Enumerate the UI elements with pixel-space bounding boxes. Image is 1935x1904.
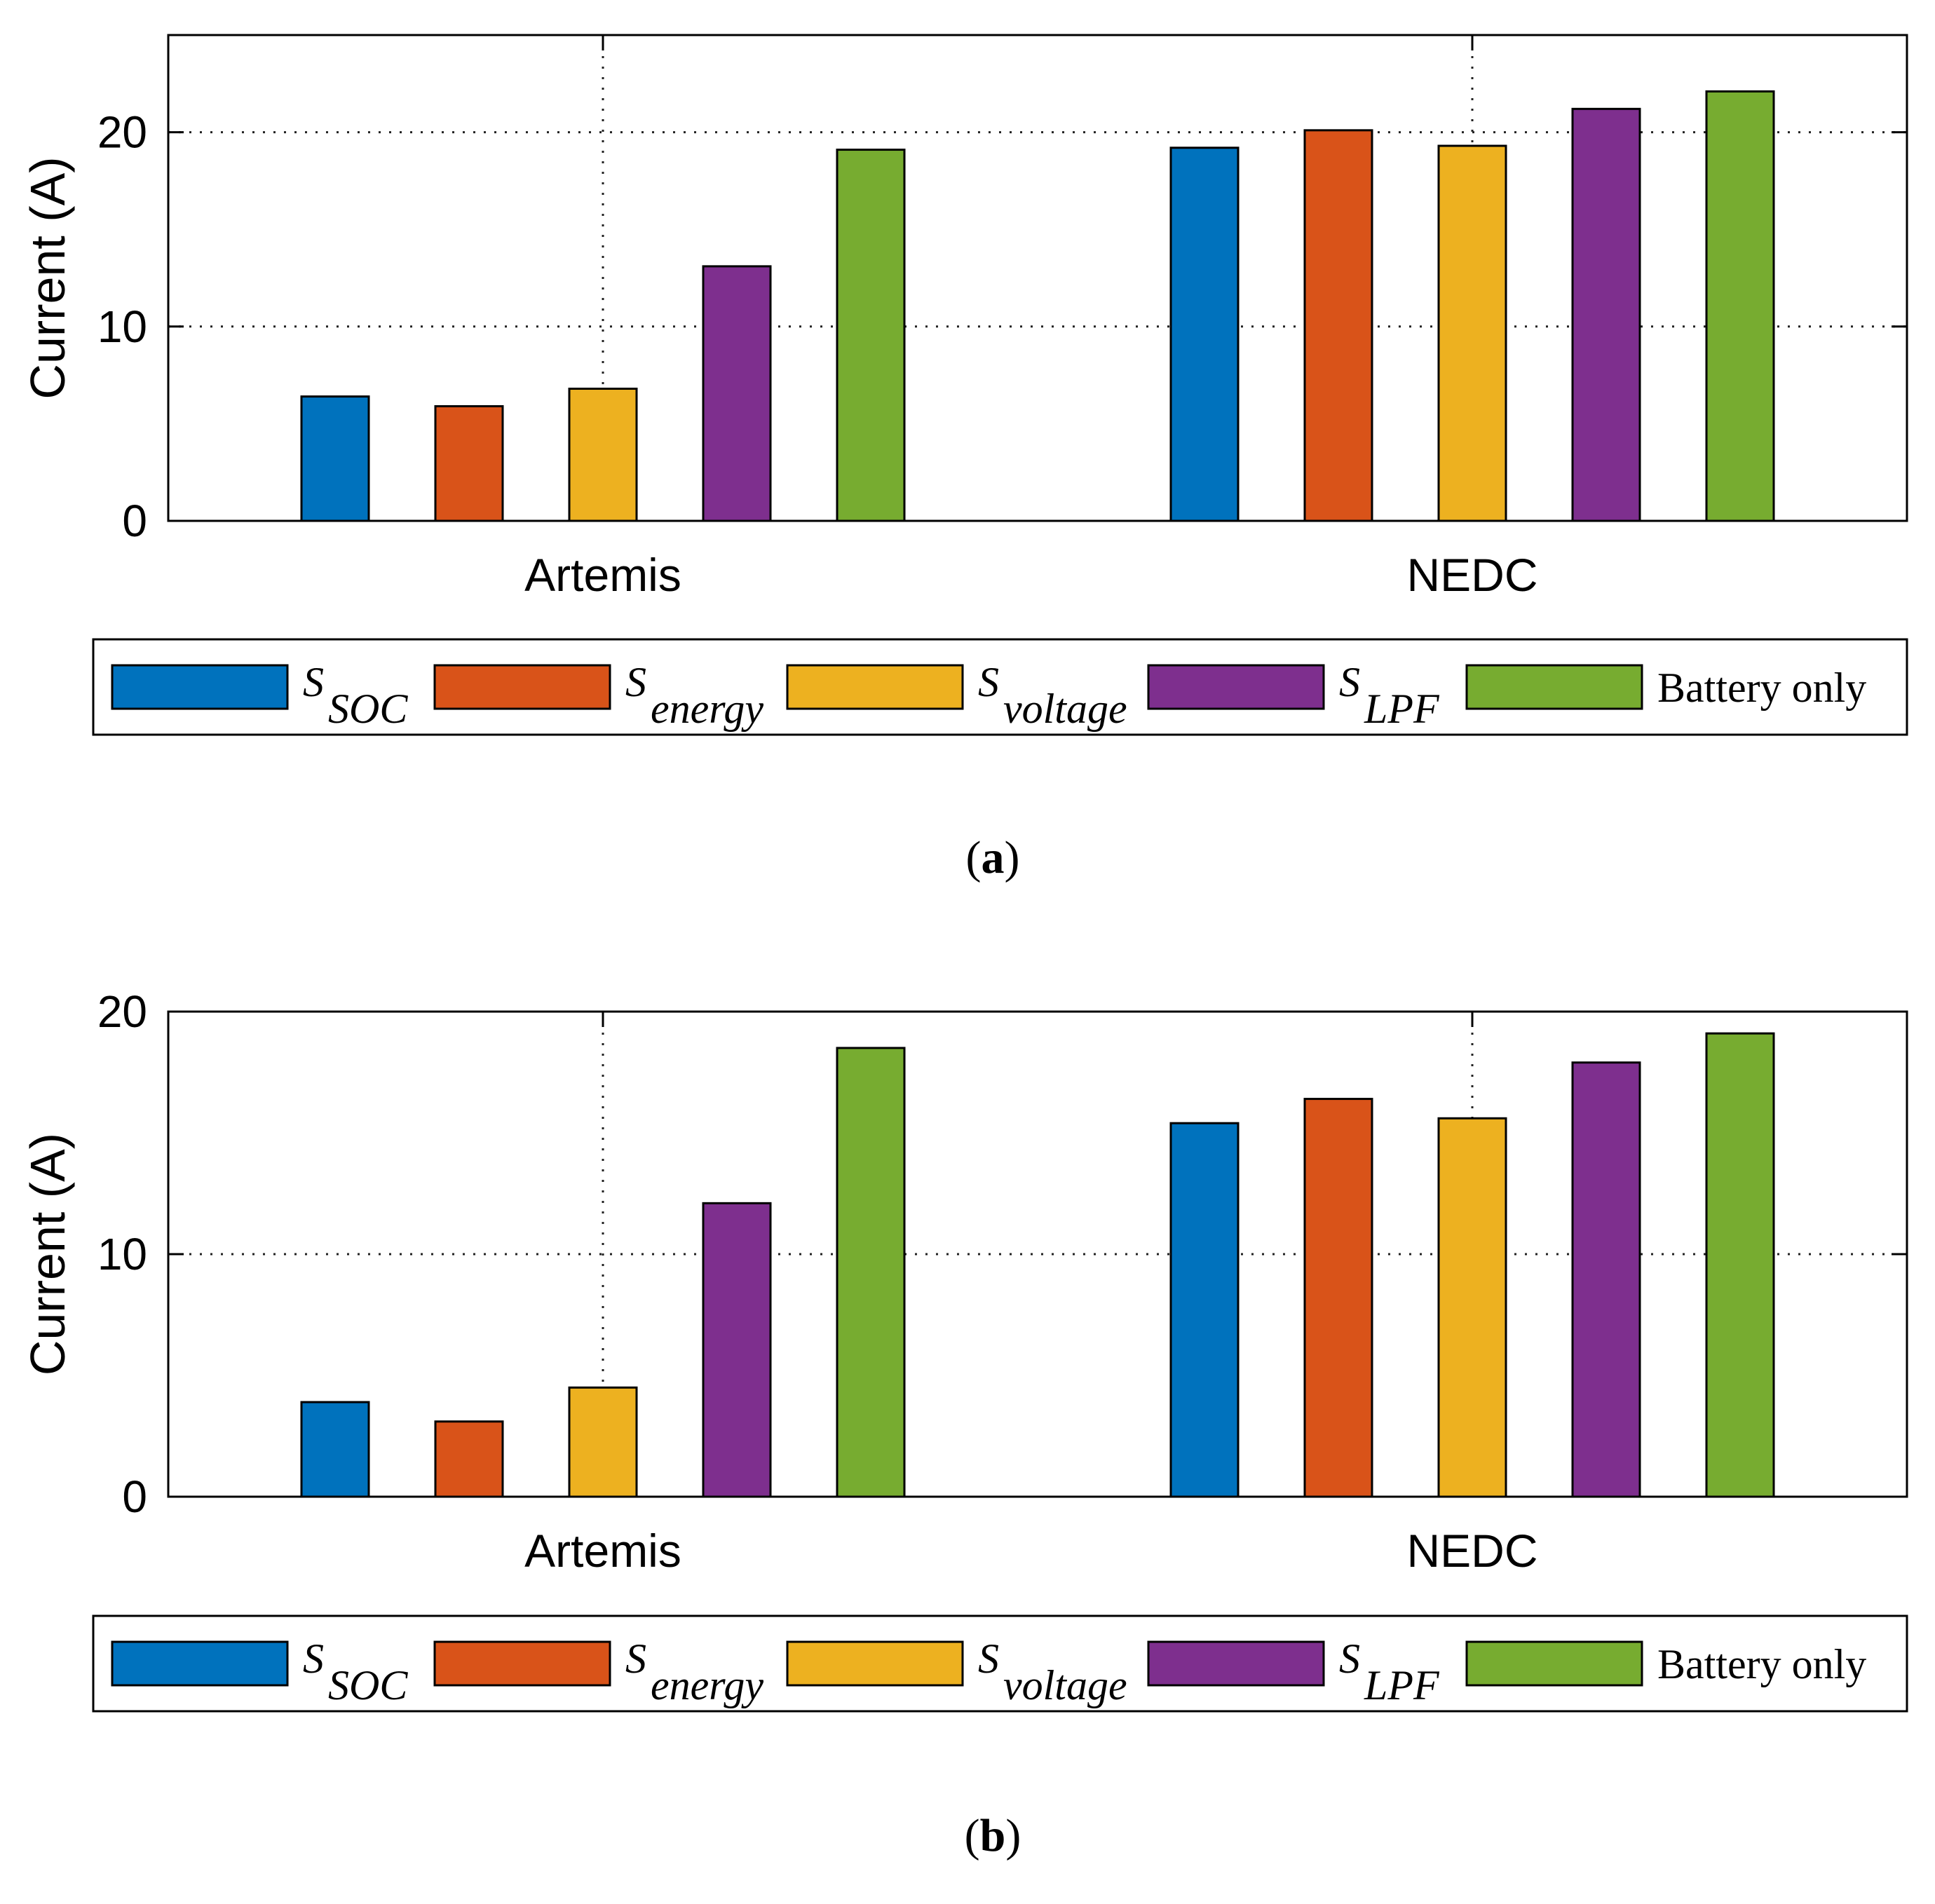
plot-area [168,1012,1907,1497]
bar-s-voltage-nedc [1437,1117,1507,1498]
legend-swatch [1465,664,1643,710]
legend-label-base: S [625,659,646,705]
panel-caption: (a) [966,832,1020,883]
legend-label-base: S [303,1636,324,1682]
legend-label-subscript: energy [651,1662,763,1708]
bar-s-voltage-artemis [568,1386,638,1498]
y-axis-label: Current (A) [20,1133,75,1375]
legend-label-base: S [978,659,999,705]
bar-battery-only-artemis [836,149,906,522]
bar-s-lpf-nedc [1571,107,1641,522]
bar-s-energy-nedc [1303,129,1373,522]
bar-battery-only-nedc [1705,90,1775,522]
legend-label-base: S [1339,659,1360,705]
x-category-label: Artemis [524,549,681,601]
bar-s-lpf-nedc [1571,1061,1641,1498]
bar-s-voltage-artemis [568,388,638,522]
legend-swatch [1465,1640,1643,1687]
axes-frame [167,1010,1908,1498]
axes-frame [167,34,1908,522]
plot-area [168,35,1907,521]
panel-caption-letter: a [982,832,1005,883]
bar-battery-only-nedc [1705,1032,1775,1498]
legend-swatch [786,664,964,710]
legend-label-base: S [978,1636,999,1682]
legend-swatch [111,664,289,710]
legend-label-subscript: SOC [328,686,408,732]
legend-label: Battery only [1657,665,1866,711]
bar-s-lpf-artemis [702,265,772,522]
bar-s-soc-nedc [1169,147,1240,522]
bar-s-soc-artemis [300,1401,370,1498]
bar-s-voltage-nedc [1437,144,1507,522]
x-category-label: Artemis [524,1525,681,1577]
bar-s-soc-artemis [300,395,370,522]
x-category-label: NEDC [1406,549,1537,601]
y-tick-label: 10 [97,1229,147,1279]
y-tick-label: 20 [97,107,147,158]
legend-swatch [1147,1640,1325,1687]
legend-label-subscript: voltage [1003,686,1127,732]
bar-battery-only-artemis [836,1047,906,1498]
legend-swatch [433,664,611,710]
x-category-label: NEDC [1406,1525,1537,1577]
legend-label-subscript: LPF [1364,1662,1440,1708]
legend-label-base: S [1339,1636,1360,1682]
bar-s-soc-nedc [1169,1122,1240,1498]
bar-s-energy-nedc [1303,1098,1373,1498]
legend-label-base: S [303,659,324,705]
y-axis-label: Current (A) [20,156,75,399]
legend-swatch [1147,664,1325,710]
bar-s-lpf-artemis [702,1202,772,1498]
bar-s-energy-artemis [434,1420,504,1498]
panel-caption-letter: b [980,1810,1006,1861]
legend-label-subscript: LPF [1364,686,1440,732]
legend-swatch [433,1640,611,1687]
y-tick-label: 0 [122,1471,147,1522]
legend-label-subscript: energy [651,686,763,732]
y-tick-label: 0 [122,496,147,546]
y-tick-label: 10 [97,301,147,352]
legend-label-subscript: SOC [328,1662,408,1708]
legend-swatch [111,1640,289,1687]
legend-label-subscript: voltage [1003,1662,1127,1708]
bar-s-energy-artemis [434,404,504,522]
y-tick-label: 20 [97,986,147,1037]
legend-swatch [786,1640,964,1687]
panel-caption: (b) [965,1810,1021,1861]
legend-label: Battery only [1657,1641,1866,1687]
legend-label-base: S [625,1636,646,1682]
